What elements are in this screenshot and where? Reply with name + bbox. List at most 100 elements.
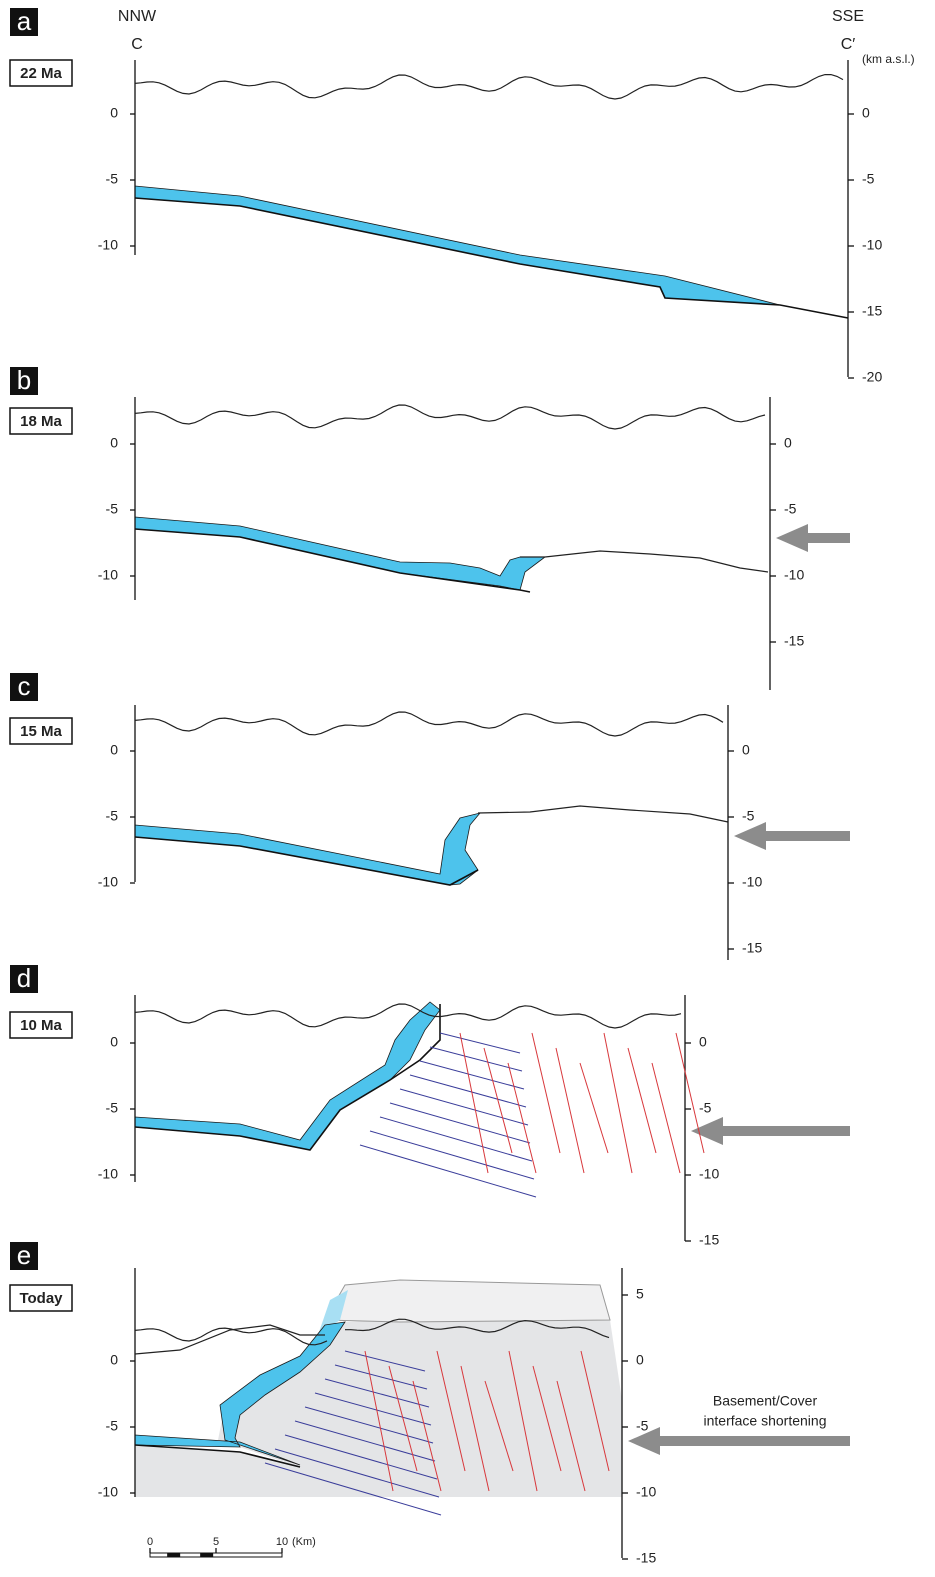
age-label: 22 Ma: [20, 65, 62, 82]
y-tick-label: -15: [862, 303, 882, 319]
y-tick-label: -10: [98, 1166, 118, 1182]
y-tick-label: -5: [699, 1100, 712, 1116]
cover-layer: [134, 516, 547, 591]
basement-line: [134, 1004, 441, 1151]
scale-bar-segment: [200, 1553, 214, 1557]
normal-fault: [459, 1032, 489, 1174]
shortening-arrow: [776, 524, 850, 552]
y-tick-label: -10: [742, 874, 762, 890]
scale-label: 5: [213, 1536, 219, 1548]
thrust-fault: [304, 1406, 434, 1444]
eroded-cover-layer: [318, 1290, 348, 1335]
age-box: [9, 59, 73, 87]
normal-fault: [388, 1365, 418, 1472]
normal-fault: [603, 1032, 633, 1174]
normal-fault: [627, 1047, 657, 1154]
thrust-fault: [344, 1350, 426, 1372]
normal-fault: [484, 1380, 514, 1472]
panel-letter: e: [17, 1240, 31, 1270]
y-tick-label: -10: [862, 237, 882, 253]
normal-fault: [555, 1047, 585, 1174]
y-tick-label: -5: [106, 501, 119, 517]
age-label: Today: [19, 1290, 63, 1307]
y-tick-label: -15: [784, 633, 804, 649]
basement-surface: [520, 550, 769, 573]
topography: [134, 1327, 328, 1346]
panel-letter-box: [10, 8, 38, 36]
shortening-arrow: [691, 1117, 850, 1145]
point-label: C: [131, 36, 143, 53]
y-tick-label: 0: [110, 1034, 118, 1050]
y-tick-label: 5: [636, 1286, 644, 1302]
scale-label: 10: [276, 1536, 288, 1548]
scale-unit: (Km): [292, 1536, 316, 1548]
normal-fault: [364, 1350, 394, 1492]
direction-label: NNW: [118, 8, 157, 25]
scale-bar-segment: [167, 1553, 181, 1557]
y-tick-label: -10: [98, 237, 118, 253]
topography: [134, 1324, 325, 1355]
thrust-fault: [274, 1448, 440, 1498]
normal-fault: [460, 1365, 490, 1492]
panel-letter-box: [10, 965, 38, 993]
y-tick-label: 0: [110, 1352, 118, 1368]
normal-fault: [651, 1062, 681, 1174]
thrust-fault: [324, 1378, 430, 1408]
normal-fault: [507, 1062, 537, 1174]
y-tick-label: -10: [636, 1484, 656, 1500]
y-tick-label: -10: [699, 1166, 719, 1182]
normal-fault: [580, 1350, 610, 1472]
shortening-arrow: [628, 1427, 850, 1455]
y-tick-label: 0: [784, 435, 792, 451]
panel-letter: d: [17, 963, 31, 993]
y-tick-label: -5: [742, 808, 755, 824]
age-label: 18 Ma: [20, 413, 62, 430]
cover-layer: [134, 1321, 346, 1466]
normal-fault: [556, 1380, 586, 1492]
normal-fault: [412, 1380, 442, 1492]
thrust-fault: [284, 1434, 438, 1480]
direction-label: SSE: [832, 8, 864, 25]
thrust-fault: [389, 1102, 531, 1144]
panel-letter-box: [10, 367, 38, 395]
y-tick-label: 0: [742, 742, 750, 758]
age-box: [9, 717, 73, 745]
y-tick-label: -20: [862, 369, 882, 385]
unit-label: (km a.s.l.): [862, 52, 915, 66]
arrow-label: Basement/Cover: [713, 1393, 818, 1409]
y-tick-label: -5: [106, 1100, 119, 1116]
topography: [134, 404, 766, 430]
y-tick-label: 0: [699, 1034, 707, 1050]
age-box: [9, 1284, 73, 1312]
panel-letter: b: [17, 365, 31, 395]
thrust-fault: [314, 1392, 432, 1426]
basement-line: [134, 836, 479, 886]
scale-label: 0: [147, 1536, 153, 1548]
thrust-fault: [264, 1462, 442, 1516]
normal-fault: [531, 1032, 561, 1154]
cover-layer: [134, 812, 482, 886]
age-box: [9, 1011, 73, 1039]
y-tick-label: -5: [862, 171, 875, 187]
y-tick-label: -15: [699, 1232, 719, 1248]
y-tick-label: -10: [98, 1484, 118, 1500]
arrow-label: interface shortening: [704, 1413, 827, 1429]
thrust-fault: [369, 1130, 535, 1180]
y-tick-label: -15: [636, 1550, 656, 1566]
panel-letter-box: [10, 673, 38, 701]
y-tick-label: -5: [106, 1418, 119, 1434]
eroded-cover: [324, 1279, 611, 1323]
thrust-fault: [419, 1060, 525, 1090]
topography: [134, 74, 844, 100]
basement-line: [134, 1444, 301, 1468]
y-tick-label: -15: [742, 940, 762, 956]
normal-fault: [675, 1032, 705, 1154]
thrust-fault: [439, 1032, 521, 1054]
panel-letter-box: [10, 1242, 38, 1270]
y-tick-label: 0: [862, 105, 870, 121]
thrust-fault: [334, 1364, 428, 1390]
y-tick-label: -10: [98, 567, 118, 583]
y-tick-label: 0: [110, 435, 118, 451]
normal-fault: [436, 1350, 466, 1472]
